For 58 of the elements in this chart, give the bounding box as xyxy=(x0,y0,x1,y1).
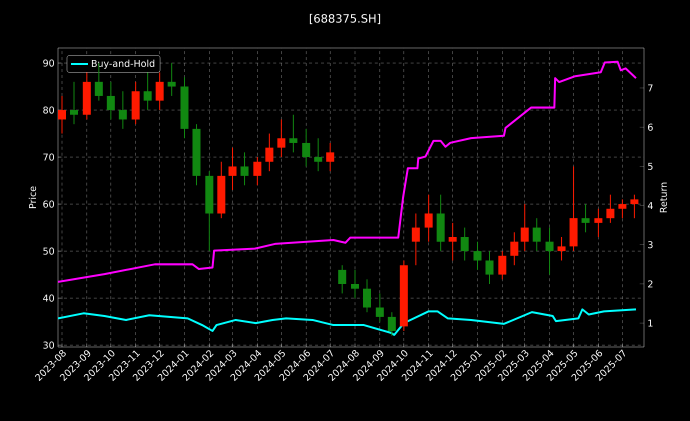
candlestick xyxy=(302,128,310,167)
candlestick xyxy=(228,147,237,190)
y-tick-label: 80 xyxy=(43,106,54,114)
candlestick xyxy=(510,232,518,266)
candlestick xyxy=(594,208,602,238)
y2-tick-label: 4 xyxy=(648,202,653,209)
candlestick xyxy=(106,81,115,120)
candlestick xyxy=(156,72,164,111)
y2-tick-label: 7 xyxy=(648,84,653,92)
legend-label: Buy-and-Hold xyxy=(92,60,154,69)
candlestick xyxy=(485,250,494,284)
candlestick xyxy=(618,198,626,219)
chart-title: [688375.SH] xyxy=(310,14,380,24)
y-tick-label: 30 xyxy=(43,342,54,349)
candlestick xyxy=(606,194,614,224)
line-series xyxy=(58,308,637,336)
y-tick-label: 70 xyxy=(43,153,54,161)
candlestick xyxy=(388,312,396,336)
candlestick xyxy=(424,194,433,242)
candlestick xyxy=(144,72,152,111)
y-tick-label: 60 xyxy=(43,200,54,208)
candlestick xyxy=(118,90,127,130)
y-tick-label: 40 xyxy=(43,294,54,302)
candlestick xyxy=(460,227,469,261)
candlestick xyxy=(289,114,298,153)
candlestick xyxy=(546,227,554,276)
candlestick xyxy=(326,142,334,172)
y2-tick-label: 6 xyxy=(648,124,653,131)
y2-tick-label: 2 xyxy=(648,280,652,288)
y2-tick-label: 5 xyxy=(648,162,653,170)
candlestick xyxy=(363,278,372,313)
candlestick xyxy=(277,118,286,158)
candlestick xyxy=(448,222,457,261)
line-series xyxy=(58,60,637,283)
candlestick xyxy=(630,194,638,219)
y2-tick-label: 1 xyxy=(648,320,653,327)
candlestick xyxy=(376,292,384,322)
y-tick-label: 90 xyxy=(43,59,54,67)
candlestick xyxy=(240,152,249,186)
candlestick xyxy=(498,250,506,280)
candlestick xyxy=(558,236,566,261)
y-tick-label: 50 xyxy=(43,248,54,255)
y-axis-title: Price xyxy=(28,186,36,208)
candlestick xyxy=(58,95,66,134)
candlestick xyxy=(582,204,590,233)
candlestick xyxy=(314,138,322,172)
candlestick xyxy=(265,133,274,172)
candlestick xyxy=(412,212,420,266)
candlestick xyxy=(168,62,176,96)
candlestick xyxy=(338,264,346,294)
candlestick xyxy=(253,156,262,186)
y2-tick-label: 3 xyxy=(648,241,653,248)
y2-axis-title: Return xyxy=(660,182,667,212)
candlestick xyxy=(351,269,360,299)
candlestick xyxy=(70,81,78,125)
candlestick xyxy=(532,218,541,252)
candlestick xyxy=(473,241,482,270)
candlestick xyxy=(520,204,529,252)
